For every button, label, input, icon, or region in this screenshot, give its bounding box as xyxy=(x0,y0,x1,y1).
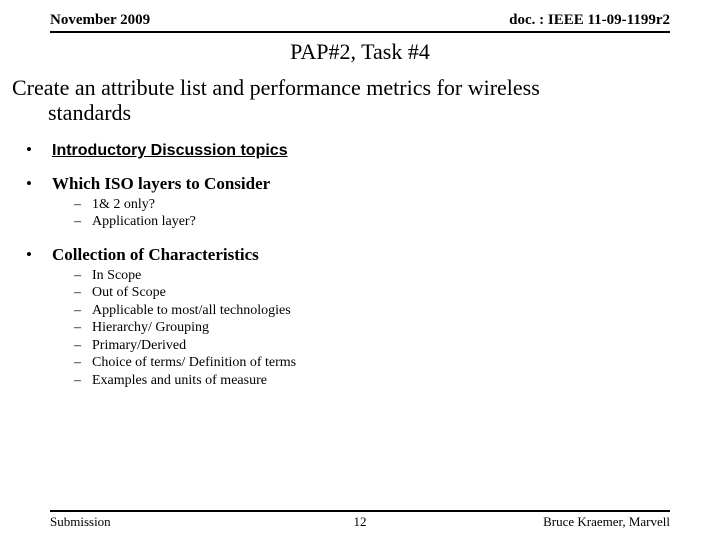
slide-title: PAP#2, Task #4 xyxy=(0,39,720,65)
footer-row: Submission 12 Bruce Kraemer, Marvell xyxy=(50,514,670,530)
footer: Submission 12 Bruce Kraemer, Marvell xyxy=(50,510,670,530)
subtitle-line2: standards xyxy=(12,100,708,125)
slide-subtitle: Create an attribute list and performance… xyxy=(0,75,720,126)
bullet-list: Introductory Discussion topics Which ISO… xyxy=(0,140,720,390)
bullet-intro: Introductory Discussion topics xyxy=(26,140,720,160)
sub-item: Primary/Derived xyxy=(74,337,720,355)
bullet-characteristics-sublist: In Scope Out of Scope Applicable to most… xyxy=(52,267,720,390)
sub-item: Hierarchy/ Grouping xyxy=(74,319,720,337)
bullet-iso: Which ISO layers to Consider 1& 2 only? … xyxy=(26,174,720,231)
bullet-intro-label: Introductory Discussion topics xyxy=(52,142,288,159)
header-row: November 2009 doc. : IEEE 11-09-1199r2 xyxy=(0,0,720,29)
sub-item: Application layer? xyxy=(74,213,720,231)
footer-author: Bruce Kraemer, Marvell xyxy=(543,514,670,530)
header-docid: doc. : IEEE 11-09-1199r2 xyxy=(509,12,670,29)
header-rule xyxy=(50,31,670,33)
footer-page-number: 12 xyxy=(354,514,367,530)
bullet-characteristics-label: Collection of Characteristics xyxy=(52,245,259,264)
bullet-characteristics: Collection of Characteristics In Scope O… xyxy=(26,245,720,390)
bullet-iso-label: Which ISO layers to Consider xyxy=(52,174,270,193)
sub-item: Examples and units of measure xyxy=(74,372,720,390)
sub-item: In Scope xyxy=(74,267,720,285)
bullet-iso-sublist: 1& 2 only? Application layer? xyxy=(52,196,720,231)
footer-rule xyxy=(50,510,670,512)
subtitle-line1: Create an attribute list and performance… xyxy=(12,75,540,100)
sub-item: Applicable to most/all technologies xyxy=(74,302,720,320)
footer-left: Submission xyxy=(50,514,111,530)
sub-item: Choice of terms/ Definition of terms xyxy=(74,354,720,372)
header-date: November 2009 xyxy=(50,12,150,29)
sub-item: 1& 2 only? xyxy=(74,196,720,214)
sub-item: Out of Scope xyxy=(74,284,720,302)
